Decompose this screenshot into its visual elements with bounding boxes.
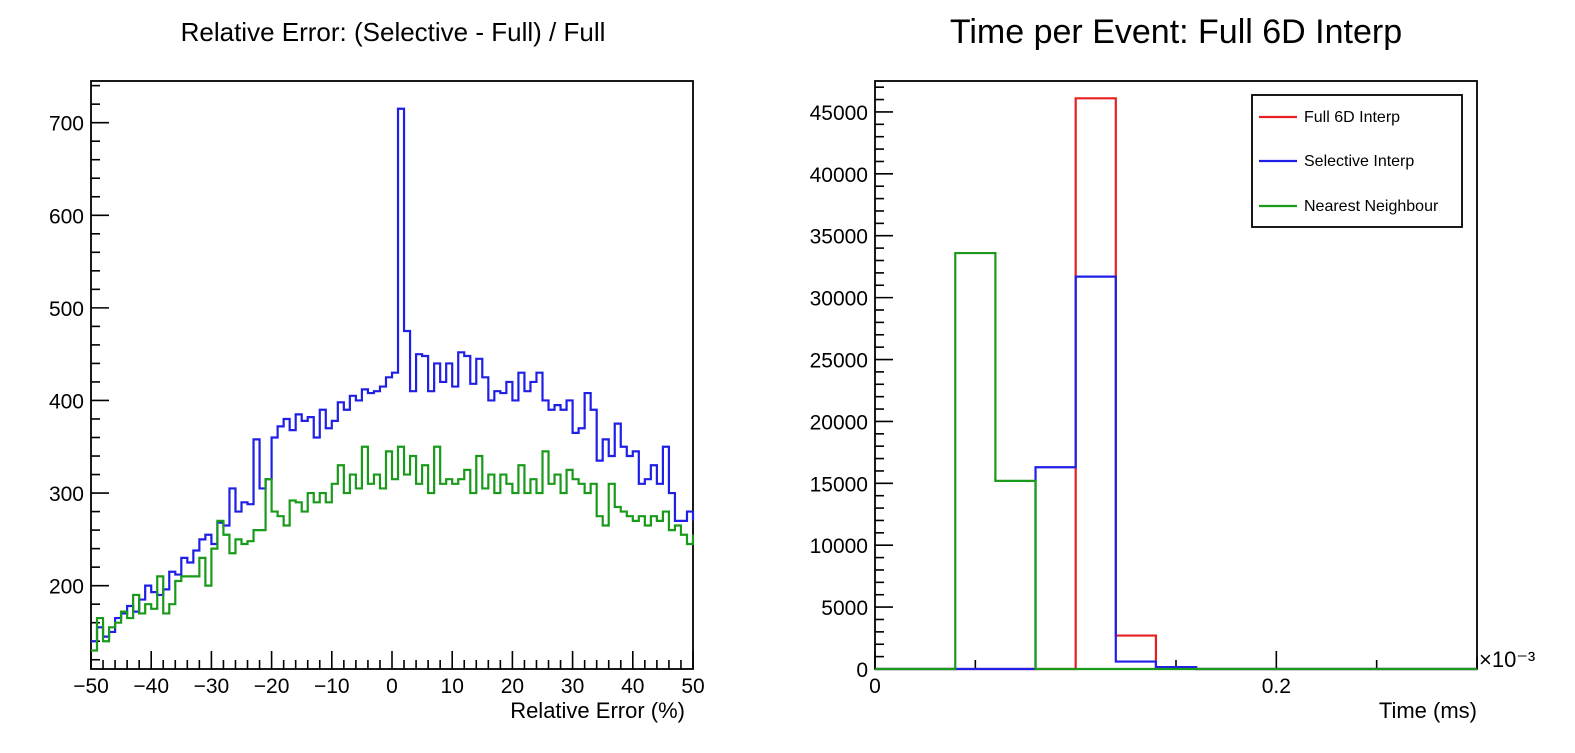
legend-label-selective-interp: Selective Interp <box>1304 153 1414 170</box>
x-tick-label: −20 <box>254 675 290 698</box>
x-axis-multiplier: ×10⁻³ <box>1479 647 1535 672</box>
y-tick-labels: 200 300 400 500 600 700 <box>49 113 84 599</box>
y-tick-labels: 0 5000 10000 15000 20000 25000 30000 35000 40000… <box>810 102 868 682</box>
legend-label-nearest-neighbour: Nearest Neighbour <box>1304 198 1439 215</box>
y-tick-label: 35000 <box>810 226 868 249</box>
x-axis-label: Time (ms) <box>1379 698 1477 723</box>
y-tick-label: 30000 <box>810 288 868 311</box>
y-tick-label: 300 <box>49 483 84 506</box>
y-tick-label: 45000 <box>810 102 868 125</box>
x-tick-label: −30 <box>194 675 230 698</box>
histogram-line-blue <box>91 107 695 643</box>
legend-label-full-6d-interp: Full 6D Interp <box>1304 109 1400 126</box>
legend: Full 6D Interp Selective Interp Nearest … <box>1251 94 1463 228</box>
x-tick-label: 10 <box>441 675 464 698</box>
x-tick-label: 30 <box>561 675 584 698</box>
y-tick-label: 500 <box>49 298 84 321</box>
x-tick-label: 0.2 <box>1262 675 1291 698</box>
histogram-series <box>91 107 695 652</box>
x-tick-label: 40 <box>621 675 644 698</box>
histogram-line-green <box>91 445 695 652</box>
x-tick-labels: −50 −40 −30 −20 −10 0 10 20 30 40 50 <box>73 675 704 698</box>
x-tick-label: 50 <box>681 675 704 698</box>
axis-ticks <box>90 84 694 669</box>
axis-ticks <box>874 86 1478 670</box>
chart-title: Relative Error: (Selective - Full) / Ful… <box>181 17 606 47</box>
y-tick-label: 400 <box>49 390 84 413</box>
y-tick-label: 5000 <box>821 597 868 620</box>
time-per-event-chart: Time per Event: Full 6D Interp 0 0.2 0500… <box>810 13 1536 723</box>
y-tick-label: 40000 <box>810 164 868 187</box>
y-tick-label: 600 <box>49 205 84 228</box>
x-tick-label: 0 <box>386 675 398 698</box>
y-tick-label: 0 <box>856 659 868 682</box>
y-tick-label: 700 <box>49 113 84 136</box>
histogram-line-selective-interp <box>875 275 1477 671</box>
histogram-series <box>875 97 1477 671</box>
relative-error-chart: Relative Error: (Selective - Full) / Ful… <box>49 17 705 723</box>
x-tick-label: 20 <box>501 675 524 698</box>
x-tick-labels: 0 0.2 <box>869 675 1291 698</box>
x-tick-label: −40 <box>133 675 169 698</box>
y-tick-label: 20000 <box>810 411 868 434</box>
y-tick-label: 15000 <box>810 473 868 496</box>
x-tick-label: 0 <box>869 675 881 698</box>
y-tick-label: 10000 <box>810 535 868 558</box>
histogram-line-nearest-neighbour <box>875 251 1477 671</box>
x-tick-label: −50 <box>73 675 109 698</box>
y-tick-label: 200 <box>49 576 84 599</box>
x-axis-label: Relative Error (%) <box>510 698 685 723</box>
chart-title: Time per Event: Full 6D Interp <box>950 13 1402 51</box>
x-tick-label: −10 <box>314 675 350 698</box>
y-tick-label: 25000 <box>810 350 868 373</box>
